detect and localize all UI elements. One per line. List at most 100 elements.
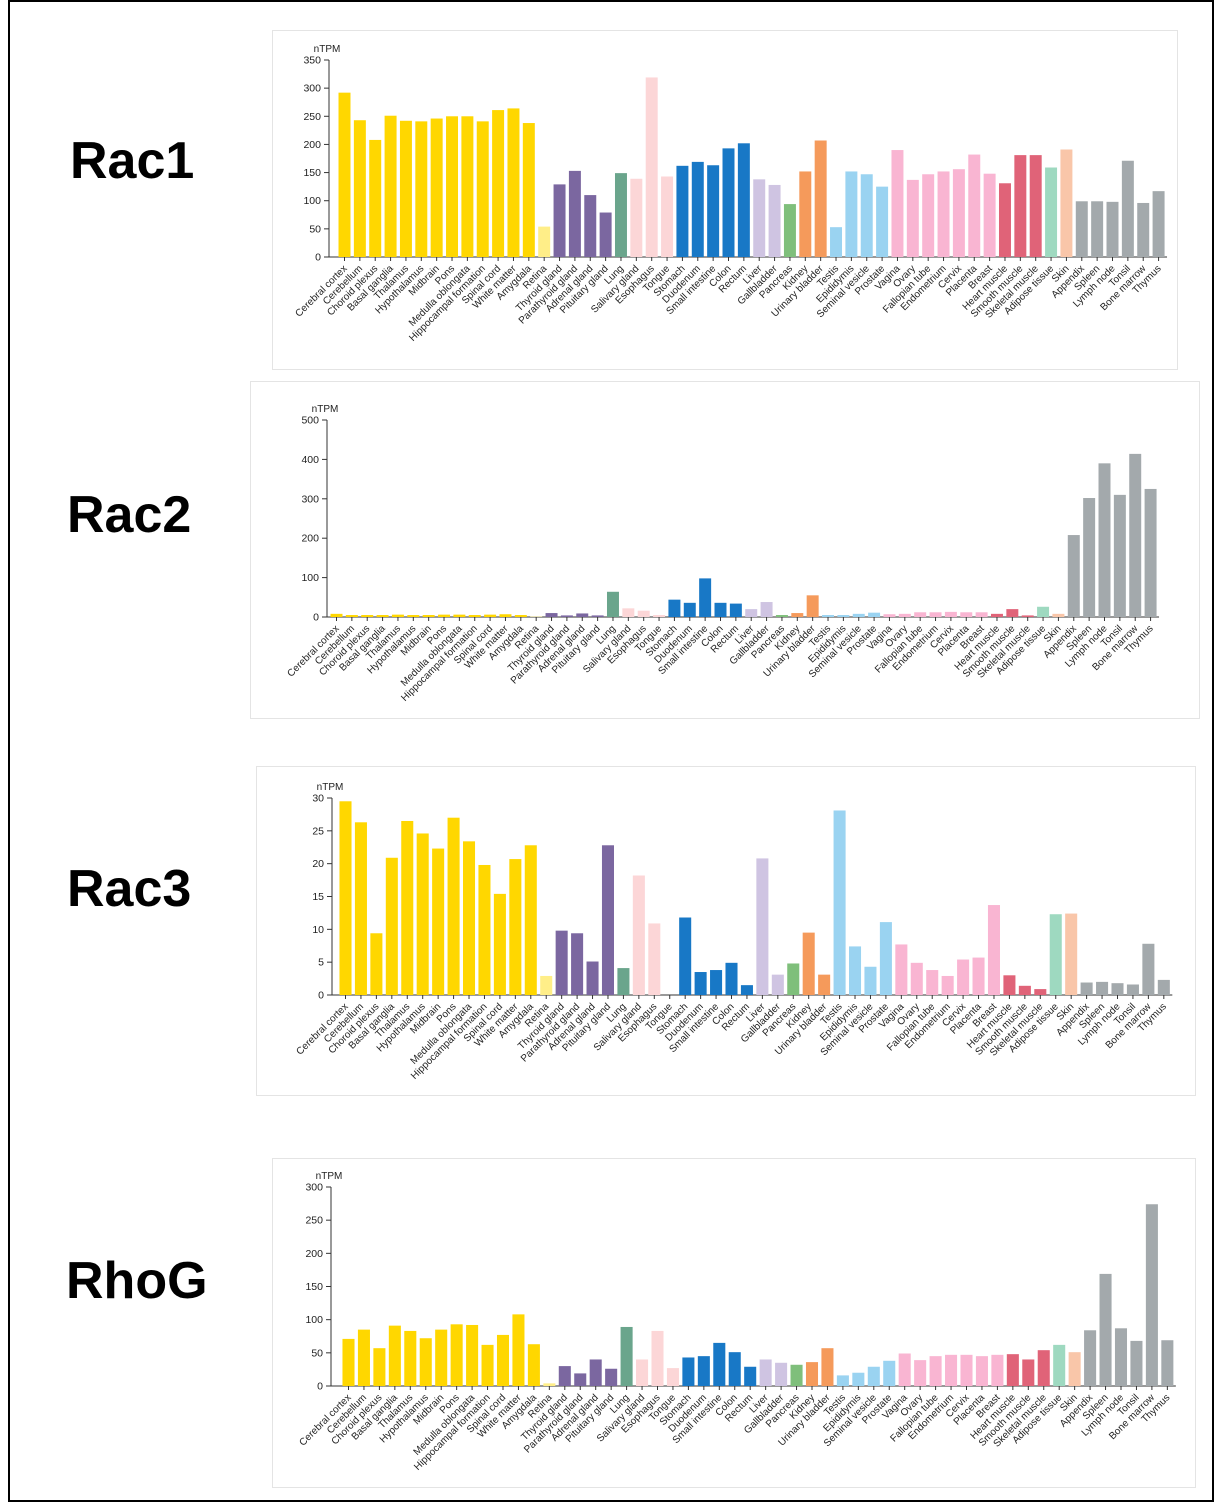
- bar-esophagus: [637, 610, 650, 617]
- bar-fallopian-tube: [926, 970, 939, 995]
- bar-choroid-plexus: [361, 615, 374, 617]
- chart-panel-rac2: nTPM 0 100 200 300 400 500 Cerebral cortex Cereb…: [250, 381, 1200, 719]
- bar-hippocampal-formation: [478, 864, 491, 995]
- bar-testis: [836, 1375, 849, 1386]
- bar-kidney: [799, 171, 812, 257]
- bar-pancreas: [787, 963, 800, 995]
- bar-ovary: [906, 179, 919, 257]
- bar-heart-muscle: [998, 183, 1011, 257]
- bar-lung: [620, 1326, 633, 1386]
- bar-kidney: [805, 1362, 819, 1386]
- bar-appendix: [1075, 201, 1088, 257]
- bar-placenta: [975, 1356, 988, 1386]
- bar-duodenum: [683, 602, 696, 617]
- bar-white-matter: [499, 614, 512, 617]
- bar-small-intestine: [707, 165, 720, 257]
- bar-testis: [833, 810, 846, 995]
- gene-label-rac3: Rac3: [67, 860, 192, 918]
- y-tick-label: 0: [318, 990, 324, 1002]
- bar-pancreas: [790, 1364, 803, 1386]
- bar-testis: [830, 227, 843, 257]
- bar-prostate: [883, 1360, 896, 1386]
- bar-tongue: [666, 1368, 679, 1386]
- bar-small-intestine: [713, 1342, 726, 1386]
- bar-appendix: [1084, 1330, 1097, 1386]
- y-tick-label: 20: [312, 858, 324, 870]
- bar-spleen: [1096, 981, 1109, 995]
- bar-lung: [614, 173, 627, 257]
- bar-liver: [745, 609, 758, 617]
- bar-choroid-plexus: [373, 1348, 386, 1386]
- bar-pituitary-gland: [599, 212, 612, 257]
- bar-esophagus: [648, 923, 661, 995]
- bar-tonsil: [1126, 984, 1139, 995]
- bar-skeletal-muscle: [1037, 1350, 1050, 1386]
- bar-liver: [753, 179, 766, 257]
- bar-adrenal-gland: [576, 613, 589, 617]
- bar-lymph-node: [1111, 983, 1124, 995]
- bar-adipose-tissue: [1053, 1344, 1066, 1386]
- bar-adrenal-gland: [589, 1359, 602, 1386]
- bar-cerebellum: [354, 822, 367, 995]
- bar-basal-ganglia: [388, 1325, 401, 1386]
- y-tick-label: 100: [305, 1314, 323, 1326]
- bar-thyroid-gland: [555, 930, 568, 995]
- bar-breast: [975, 612, 988, 617]
- y-tick-label: 300: [305, 1182, 323, 1194]
- bar-amygdala: [514, 615, 527, 617]
- y-tick-label: 100: [303, 195, 321, 207]
- gene-label-rhog: RhoG: [66, 1252, 208, 1310]
- y-tick-label: 15: [312, 891, 324, 903]
- chart-panel-rhog: nTPM 0 50 100 150 200 250 300 Cerebral cortex Cer…: [272, 1158, 1196, 1488]
- y-axis-title: nTPM: [314, 44, 341, 55]
- y-tick-label: 250: [303, 111, 321, 123]
- bar-basal-ganglia: [376, 615, 389, 617]
- y-tick-label: 10: [312, 924, 324, 936]
- bar-adipose-tissue: [1045, 167, 1058, 257]
- bar-medulla-oblongata: [466, 1324, 479, 1386]
- bar-vagina: [895, 944, 908, 995]
- bar-medulla-oblongata: [463, 841, 476, 995]
- bar-skin: [1060, 149, 1073, 257]
- bar-placenta: [960, 612, 973, 617]
- bar-appendix: [1080, 982, 1093, 995]
- y-tick-label: 50: [311, 1347, 323, 1359]
- bar-pons: [438, 614, 451, 617]
- bar-vagina: [898, 1353, 911, 1386]
- bar-smooth-muscle: [1014, 155, 1027, 257]
- bar-placenta: [968, 154, 981, 257]
- bar-choroid-plexus: [370, 933, 383, 995]
- bar-spleen: [1099, 1273, 1112, 1386]
- bar-thymus: [1157, 979, 1170, 995]
- bar-skeletal-muscle: [1029, 155, 1042, 257]
- bar-medulla-oblongata: [461, 116, 474, 257]
- y-tick-label: 300: [303, 83, 321, 95]
- bar-basal-ganglia: [384, 115, 397, 257]
- bar-amygdala: [527, 1344, 540, 1386]
- chart-panel-rac1: nTPM 0 50 100 150 200 250 300 350 Cerebral cortex…: [272, 30, 1178, 370]
- y-tick-label: 0: [317, 1381, 323, 1393]
- y-tick-label: 250: [305, 1215, 323, 1227]
- bar-cervix: [944, 611, 957, 617]
- bar-rectum: [737, 143, 750, 257]
- bar-smooth-muscle: [1022, 1359, 1035, 1386]
- bar-parathyroid-gland: [571, 933, 584, 995]
- gene-label-rac1: Rac1: [70, 132, 195, 190]
- gene-label-rac2: Rac2: [67, 486, 192, 544]
- bar-vagina: [891, 150, 904, 257]
- bar-epididymis: [845, 171, 858, 257]
- bar-duodenum: [694, 972, 707, 995]
- y-axis-title: nTPM: [316, 1171, 343, 1182]
- bar-colon: [728, 1352, 741, 1386]
- bar-skin: [1068, 1352, 1081, 1386]
- bar-cervix: [960, 1354, 973, 1386]
- bar-hypothalamus: [416, 833, 429, 995]
- bar-thalamus: [399, 120, 412, 257]
- bar-pancreas: [775, 615, 788, 617]
- bar-lung: [617, 968, 630, 995]
- y-tick-label: 0: [315, 252, 321, 264]
- bar-thyroid-gland: [558, 1366, 571, 1386]
- bar-kidney: [802, 932, 815, 995]
